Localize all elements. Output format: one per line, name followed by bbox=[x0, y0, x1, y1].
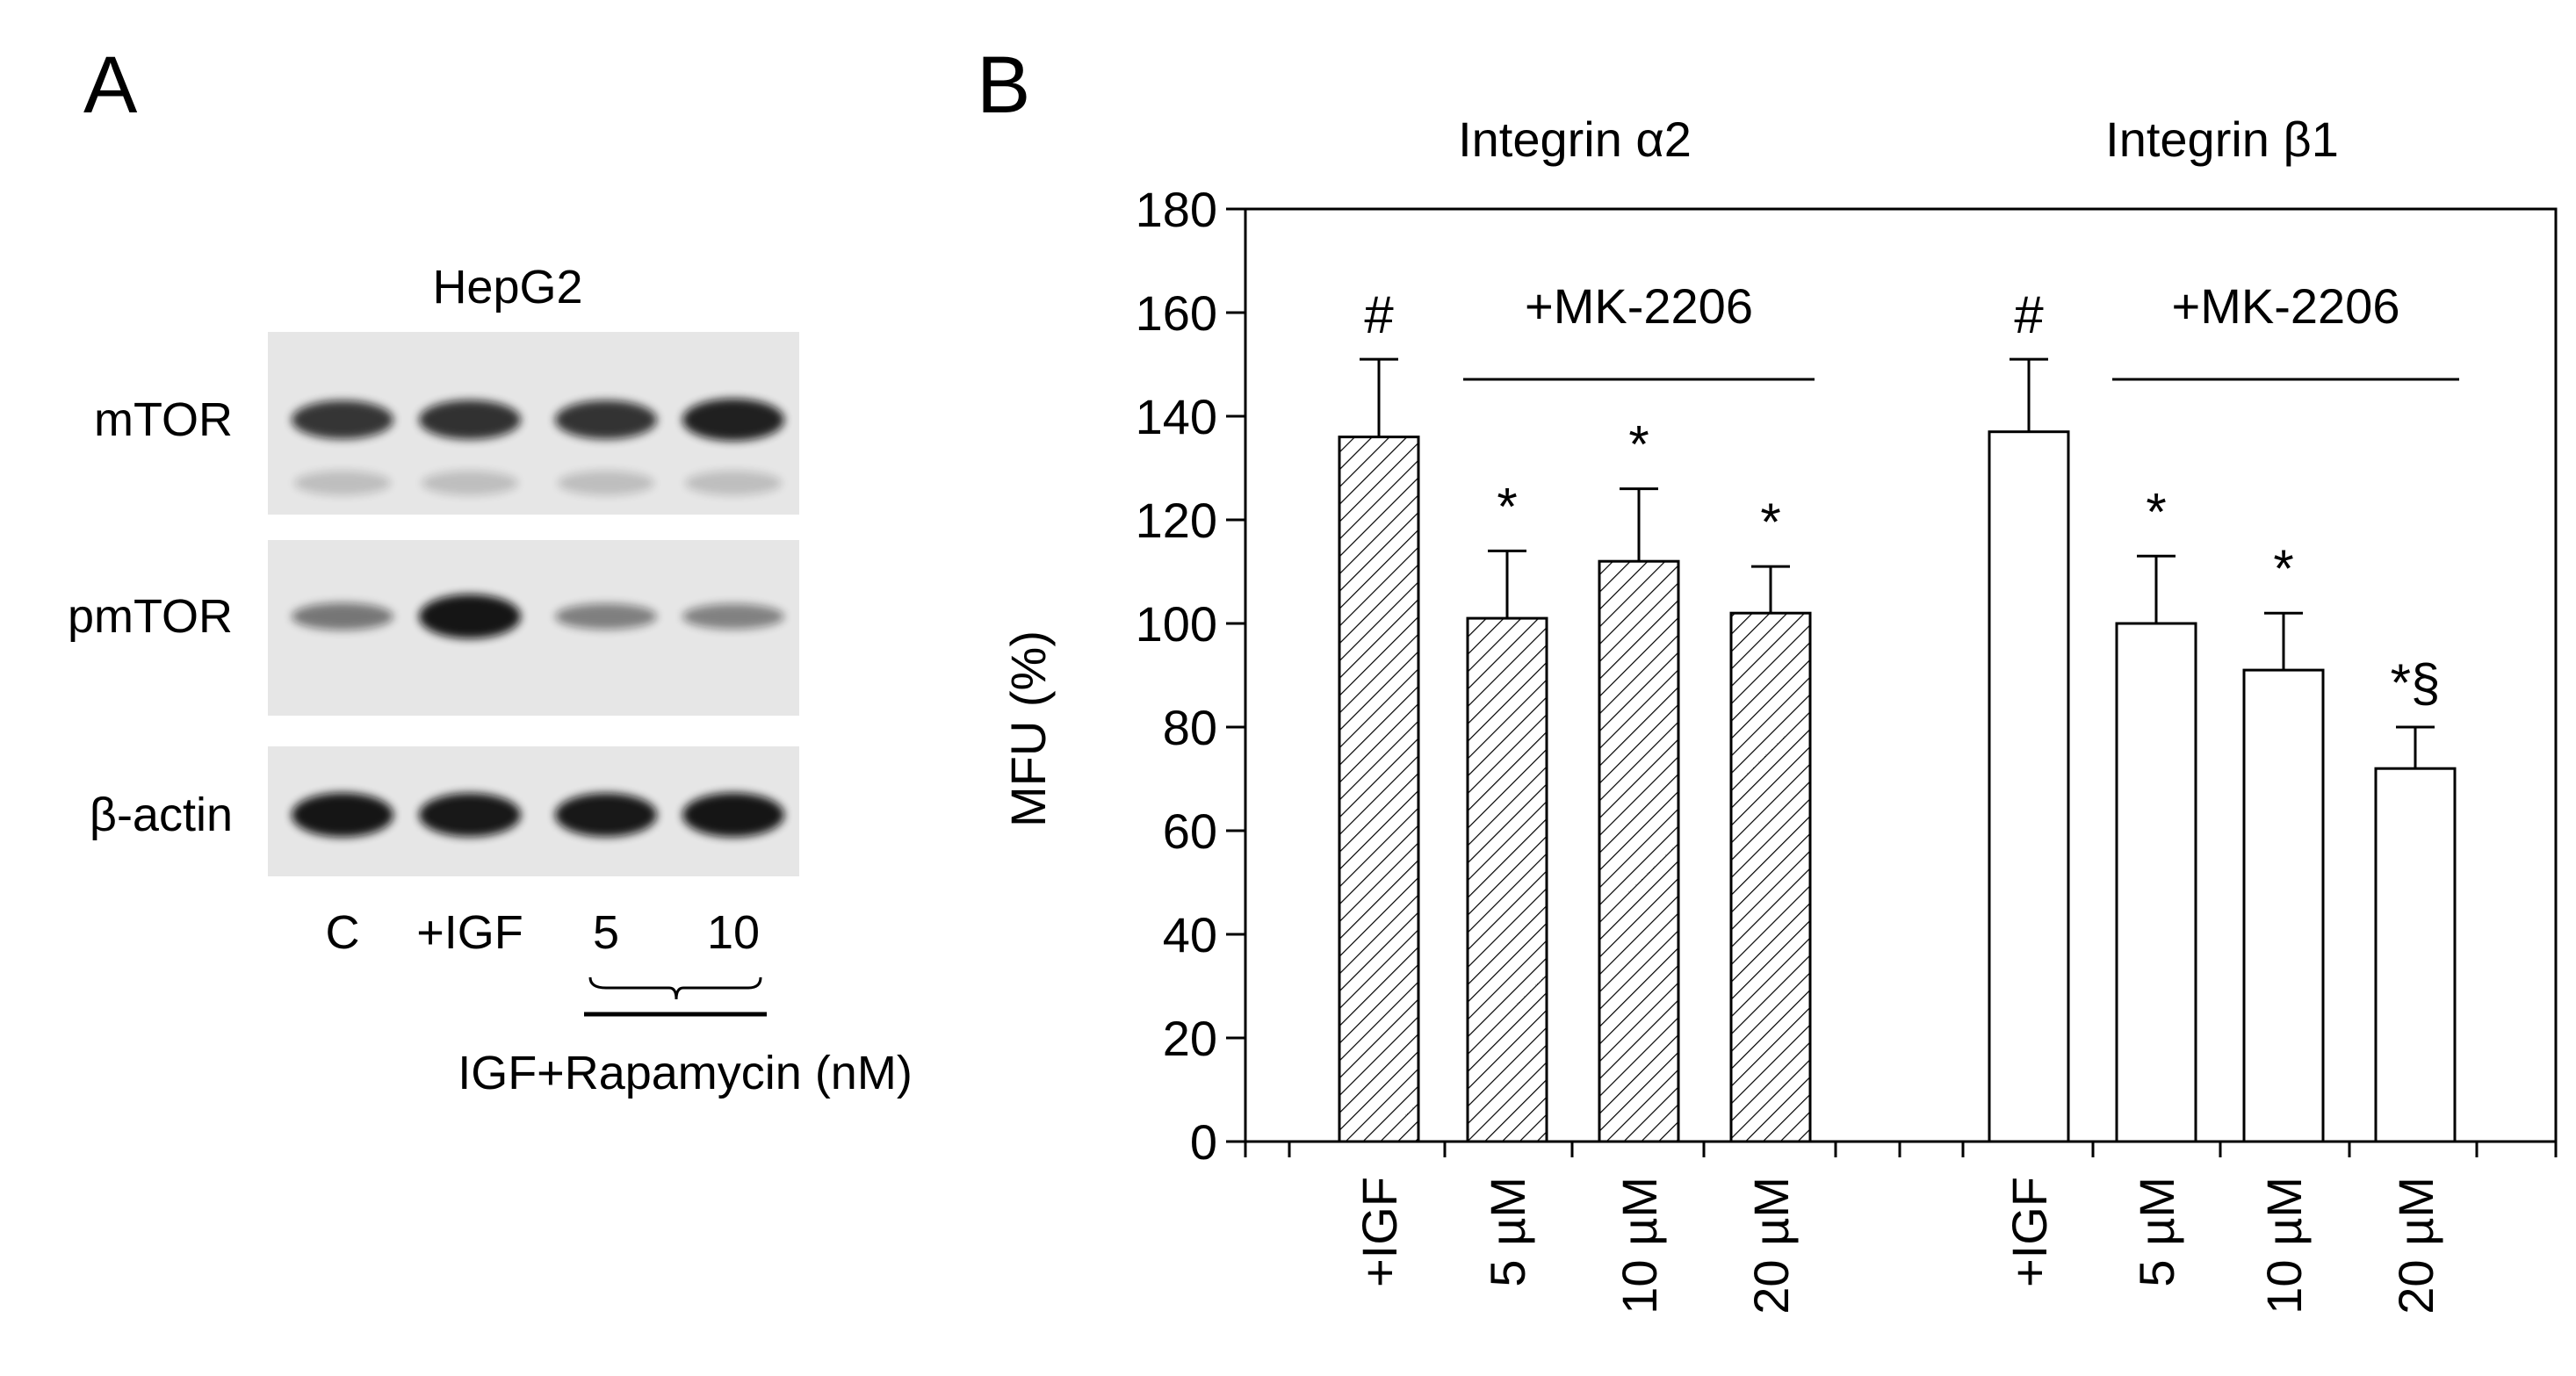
x-category-label: 10 µM bbox=[2256, 1177, 2312, 1315]
significance-mark: * bbox=[1628, 415, 1649, 474]
blot-band bbox=[419, 594, 521, 639]
x-category-label: 20 µM bbox=[2388, 1177, 2443, 1315]
blot-band bbox=[555, 603, 657, 630]
treatment-bracket bbox=[584, 976, 767, 1017]
lane-label: +IGF bbox=[416, 906, 523, 959]
blot-label: β-actin bbox=[90, 789, 233, 841]
lane-label: 5 bbox=[593, 906, 619, 959]
significance-mark: # bbox=[2014, 285, 2044, 344]
treatment-bracket-label: +MK-2206 bbox=[1525, 278, 1753, 334]
x-category-label: 10 µM bbox=[1612, 1177, 1667, 1315]
y-tick-label: 180 bbox=[1136, 182, 1217, 237]
treatment-brace bbox=[588, 976, 762, 1000]
significance-mark: # bbox=[1364, 285, 1394, 344]
treatment-bracket-label: +MK-2206 bbox=[2172, 278, 2400, 334]
y-tick-label: 0 bbox=[1190, 1114, 1217, 1170]
lane-labels: C +IGF 5 10 bbox=[326, 906, 761, 959]
bar bbox=[2115, 622, 2197, 1143]
blot-faint-band bbox=[294, 471, 391, 495]
blot-1: mTOR bbox=[94, 332, 799, 515]
y-tick-label: 20 bbox=[1163, 1011, 1217, 1066]
treatment-label: IGF+Rapamycin (nM) bbox=[458, 1047, 913, 1099]
blot-band bbox=[555, 400, 657, 440]
lane-label: 10 bbox=[707, 906, 760, 959]
x-category-label: +IGF bbox=[2002, 1177, 2057, 1287]
significance-mark: * bbox=[1760, 493, 1780, 551]
x-category-label: 5 µM bbox=[2129, 1177, 2184, 1287]
panel-a: A HepG2 mTOR pmTOR β-actin C +IGF 5 10 IGF+Ra… bbox=[68, 40, 913, 1099]
blot-3: β-actin bbox=[90, 746, 799, 876]
blot-band bbox=[419, 793, 521, 837]
significance-mark: * bbox=[2146, 482, 2166, 541]
group-title: Integrin β1 bbox=[2105, 112, 2339, 167]
lane-label: C bbox=[326, 906, 360, 959]
y-tick-label: 80 bbox=[1163, 700, 1217, 755]
bar bbox=[1338, 436, 1420, 1143]
bar-chart: 0 20 40 60 80 100 120 140 160 180 Integrin α2 +MK-2… bbox=[1136, 112, 2558, 1315]
significance-mark: * bbox=[2273, 539, 2293, 598]
blot-band bbox=[682, 398, 784, 442]
blot-band bbox=[682, 603, 784, 630]
y-axis-label: MFU (%) bbox=[1000, 630, 1056, 827]
blot-faint-band bbox=[422, 471, 518, 495]
panel-a-letter: A bbox=[83, 40, 138, 130]
y-tick-label: 120 bbox=[1136, 493, 1217, 548]
bar bbox=[1598, 559, 1680, 1143]
bar bbox=[1466, 616, 1548, 1143]
bar bbox=[1988, 430, 2070, 1143]
blot-band bbox=[419, 400, 521, 440]
blot-label: mTOR bbox=[94, 393, 233, 446]
y-tick-label: 40 bbox=[1163, 907, 1217, 962]
blot-band bbox=[292, 400, 393, 439]
blot-2: pmTOR bbox=[68, 540, 799, 716]
blot-faint-band bbox=[685, 471, 782, 495]
blot-band bbox=[292, 792, 393, 838]
blot-band bbox=[682, 792, 784, 838]
significance-mark: *§ bbox=[2391, 653, 2441, 712]
blot-band bbox=[292, 602, 393, 630]
panel-b: B MFU (%) 0 20 40 60 80 100 120 140 160 180 Integr… bbox=[977, 40, 2558, 1315]
blot-faint-band bbox=[558, 471, 654, 495]
y-tick-label: 60 bbox=[1163, 803, 1217, 859]
bar bbox=[2374, 767, 2457, 1143]
cell-line-label: HepG2 bbox=[432, 261, 582, 313]
x-category-label: +IGF bbox=[1352, 1177, 1407, 1287]
x-category-label: 5 µM bbox=[1480, 1177, 1535, 1287]
blot-band bbox=[555, 793, 657, 837]
y-tick-label: 160 bbox=[1136, 285, 1217, 341]
significance-mark: * bbox=[1497, 477, 1517, 536]
y-tick-label: 140 bbox=[1136, 389, 1217, 444]
bar bbox=[2242, 668, 2325, 1143]
x-category-label: 20 µM bbox=[1743, 1177, 1799, 1315]
blot-label: pmTOR bbox=[68, 590, 233, 643]
panel-b-letter: B bbox=[977, 40, 1030, 130]
western-blots: mTOR pmTOR β-actin bbox=[68, 332, 799, 876]
y-tick-label: 100 bbox=[1136, 596, 1217, 652]
bar bbox=[1729, 611, 1812, 1143]
plot-frame bbox=[1244, 207, 2558, 1143]
group-title: Integrin α2 bbox=[1458, 112, 1692, 167]
